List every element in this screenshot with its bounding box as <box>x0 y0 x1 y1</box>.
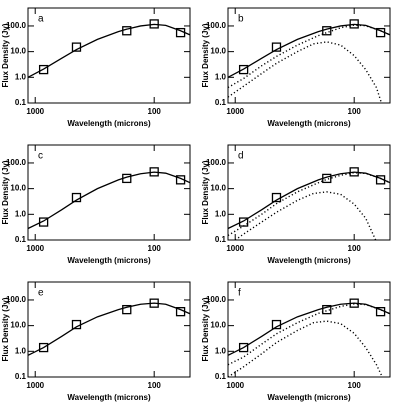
y-axis-label: Flux Density (Jy) <box>201 23 210 87</box>
y-tick-label: 100.0 <box>6 295 27 304</box>
x-axis-label: Wavelength (microns) <box>67 119 151 128</box>
y-tick-label: 100.0 <box>206 21 227 30</box>
plot-area <box>228 167 390 240</box>
data-point <box>238 64 249 75</box>
y-tick-label: 100.0 <box>6 21 27 30</box>
y-tick-label: 1.0 <box>15 72 27 81</box>
component-curve <box>228 41 383 103</box>
plot-frame <box>27 144 191 241</box>
panel-label: e <box>38 288 44 299</box>
plot-frame <box>227 281 391 378</box>
plot-frame <box>227 7 391 104</box>
y-tick-label: 10.0 <box>210 321 226 330</box>
y-tick-label: 0.1 <box>15 98 27 107</box>
panel: 1000 100 0.1 1.0 10.0 100.0 Wavelength (micron… <box>1 144 191 265</box>
y-tick-label: 1.0 <box>15 209 27 218</box>
x-tick-label: 1000 <box>26 244 44 253</box>
data-point <box>38 64 49 75</box>
model-curve <box>28 23 190 78</box>
plot-frame <box>227 144 391 241</box>
y-axis-label: Flux Density (Jy) <box>1 297 10 361</box>
y-axis-label: Flux Density (Jy) <box>1 23 10 87</box>
component-curve <box>228 303 390 366</box>
y-tick-label: 100.0 <box>206 295 227 304</box>
data-point <box>38 217 49 227</box>
x-axis-label: Wavelength (microns) <box>67 393 151 402</box>
data-point <box>122 304 132 315</box>
model-curve <box>228 302 390 356</box>
data-point <box>322 304 332 315</box>
x-tick-label: 1000 <box>26 107 44 116</box>
y-axis-label: Flux Density (Jy) <box>201 160 210 224</box>
plot-frame <box>27 281 191 378</box>
x-tick-label: 1000 <box>226 244 244 253</box>
panel-label: c <box>38 151 43 162</box>
panel: 1000 100 0.1 1.0 10.0 100.0 Wavelength (micron… <box>1 281 191 402</box>
y-tick-label: 1.0 <box>15 346 27 355</box>
y-tick-label: 0.1 <box>15 235 27 244</box>
x-axis-label: Wavelength (microns) <box>67 256 151 265</box>
x-axis-label: Wavelength (microns) <box>267 119 351 128</box>
y-tick-label: 100.0 <box>206 158 227 167</box>
y-tick-label: 10.0 <box>210 184 226 193</box>
y-tick-label: 0.1 <box>215 372 227 381</box>
x-axis-label: Wavelength (microns) <box>267 393 351 402</box>
y-tick-label: 10.0 <box>10 321 26 330</box>
y-tick-label: 100.0 <box>6 158 27 167</box>
model-curve <box>28 302 190 356</box>
panel-label: f <box>238 288 241 299</box>
x-tick-label: 1000 <box>226 381 244 390</box>
component-curve <box>228 171 390 237</box>
y-axis-label: Flux Density (Jy) <box>1 160 10 224</box>
y-tick-label: 0.1 <box>215 235 227 244</box>
model-curve <box>28 171 190 230</box>
y-tick-label: 1.0 <box>215 72 227 81</box>
y-tick-label: 10.0 <box>10 47 26 56</box>
x-tick-label: 100 <box>348 244 362 253</box>
y-axis-label: Flux Density (Jy) <box>201 297 210 361</box>
panel: 1000 100 0.1 1.0 10.0 100.0 Wavelength (micron… <box>201 144 391 265</box>
panel: 1000 100 0.1 1.0 10.0 100.0 Wavelength (micron… <box>201 7 391 128</box>
x-tick-label: 1000 <box>26 381 44 390</box>
y-tick-label: 10.0 <box>10 184 26 193</box>
plot-area <box>228 298 390 377</box>
y-tick-label: 0.1 <box>215 98 227 107</box>
data-point <box>149 19 159 29</box>
component-curve <box>228 320 383 377</box>
y-tick-label: 1.0 <box>215 346 227 355</box>
x-tick-label: 100 <box>148 381 162 390</box>
model-curve <box>228 171 390 230</box>
panel-label: d <box>238 151 244 162</box>
plot-area <box>28 167 190 230</box>
y-tick-label: 0.1 <box>15 372 27 381</box>
x-axis-label: Wavelength (microns) <box>267 256 351 265</box>
component-curve <box>234 191 377 240</box>
data-point <box>38 342 49 353</box>
panel: 1000 100 0.1 1.0 10.0 100.0 Wavelength (micron… <box>201 281 391 402</box>
x-tick-label: 1000 <box>226 107 244 116</box>
data-point <box>238 342 249 353</box>
plot-area <box>28 298 190 356</box>
x-tick-label: 100 <box>148 244 162 253</box>
x-tick-label: 100 <box>348 107 362 116</box>
model-curve <box>228 23 390 78</box>
data-point <box>349 19 359 29</box>
component-curve <box>228 24 390 89</box>
panel: 1000 100 0.1 1.0 10.0 100.0 Wavelength (micron… <box>1 7 191 128</box>
x-tick-label: 100 <box>148 107 162 116</box>
y-tick-label: 1.0 <box>215 209 227 218</box>
plot-frame <box>27 7 191 104</box>
x-tick-label: 100 <box>348 381 362 390</box>
plot-area <box>28 19 190 78</box>
panel-label: a <box>38 14 44 25</box>
panel-label: b <box>238 14 244 25</box>
y-tick-label: 10.0 <box>210 47 226 56</box>
plot-area <box>228 19 390 103</box>
